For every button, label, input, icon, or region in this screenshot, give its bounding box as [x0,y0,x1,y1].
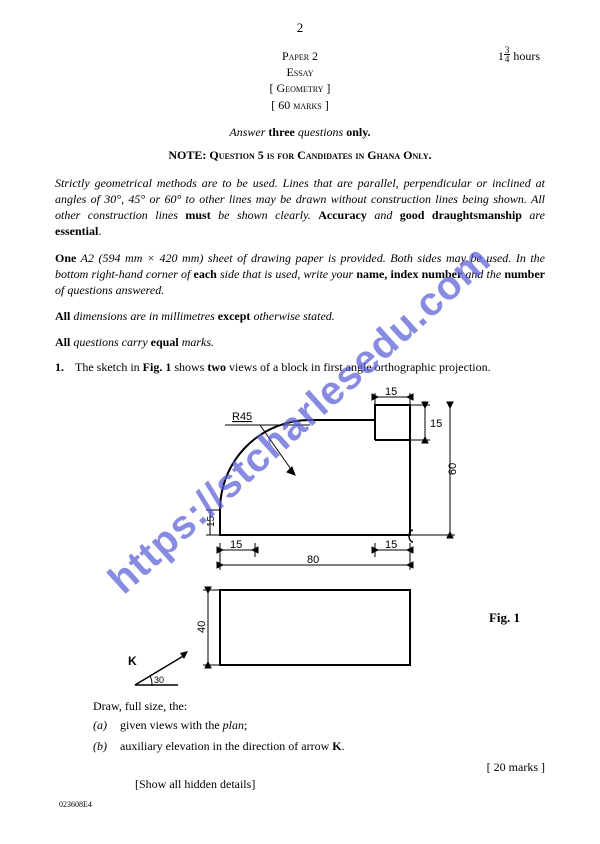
show-hidden-details: [Show all hidden details] [135,777,545,792]
page-number: 2 [55,20,545,36]
dim-15-right: 15 [430,418,442,430]
dim-15-top: 15 [385,386,397,398]
sub-b: (b) auxiliary elevation in the direction… [93,739,545,754]
exam-page: 2 134 hours Paper 2 Essay [ Geometry ] [… [0,0,600,829]
instruction-para-1: Strictly geometrical methods are to be u… [55,175,545,240]
header-line-3: [ Geometry ] [55,80,545,96]
instruction-para-2: One A2 (594 mm × 420 mm) sheet of drawin… [55,250,545,299]
header-line-4: [ 60 marks ] [55,97,545,113]
note-line: NOTE: Question 5 is for Candidates in Gh… [55,148,545,163]
instruction-para-4: All questions carry equal marks. [55,334,545,350]
dim-40: 40 [196,621,208,633]
dim-15-left: 15 [206,516,217,528]
header-line-2: Essay [55,64,545,80]
dim-80: 80 [307,554,319,566]
header-line-1: Paper 2 [55,48,545,64]
technical-drawing: R45 15 15 60 15 15 15 80 40 K 30 [120,385,480,705]
marks-label: [ 20 marks ] [55,760,545,775]
dim-r45: R45 [232,411,252,423]
figure-1: R45 15 15 60 15 15 15 80 40 K 30 Fig. 1 [120,385,480,705]
angle-30: 30 [154,675,164,685]
sub-a: (a) given views with the plan; [93,718,545,733]
dim-15-bl: 15 [230,539,242,551]
figure-label: Fig. 1 [489,610,520,626]
dim-60: 60 [447,463,459,475]
answer-instruction: Answer three questions only. [55,125,545,140]
dim-15-br: 15 [385,539,397,551]
paper-header: Paper 2 Essay [ Geometry ] [ 60 marks ] [55,48,545,113]
arrow-k-label: K [128,654,137,668]
instruction-para-3: All dimensions are in millimetres except… [55,308,545,324]
document-code: 023608E4 [59,800,545,809]
duration: 134 hours [498,46,540,64]
sub-questions: (a) given views with the plan; (b) auxil… [93,718,545,754]
question-1: 1.The sketch in Fig. 1 shows two views o… [55,360,545,375]
